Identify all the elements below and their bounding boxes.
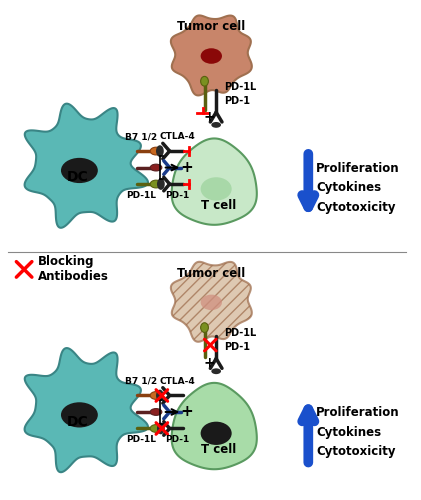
Ellipse shape xyxy=(61,402,98,427)
Text: PD-1L: PD-1L xyxy=(126,190,157,200)
Text: PD-1: PD-1 xyxy=(224,96,250,106)
Polygon shape xyxy=(24,348,148,472)
Text: CTLA-4: CTLA-4 xyxy=(160,377,195,386)
Text: Proliferation: Proliferation xyxy=(316,406,400,420)
Text: Blocking
Antibodies: Blocking Antibodies xyxy=(38,256,109,283)
Ellipse shape xyxy=(150,180,162,188)
Ellipse shape xyxy=(201,178,232,201)
Polygon shape xyxy=(171,16,252,96)
Text: +: + xyxy=(204,356,215,370)
Text: PD-1L: PD-1L xyxy=(224,328,256,338)
Text: PD-1: PD-1 xyxy=(165,190,189,200)
Polygon shape xyxy=(172,138,257,225)
Polygon shape xyxy=(24,104,148,228)
Text: CTLA-4: CTLA-4 xyxy=(160,132,195,141)
Ellipse shape xyxy=(156,390,164,402)
Text: PD-1: PD-1 xyxy=(224,342,250,352)
Text: +: + xyxy=(181,160,193,175)
Polygon shape xyxy=(171,262,252,342)
Ellipse shape xyxy=(201,76,208,86)
Text: Proliferation: Proliferation xyxy=(316,162,400,175)
Ellipse shape xyxy=(150,392,162,400)
Ellipse shape xyxy=(211,368,221,374)
Text: DC: DC xyxy=(67,170,88,184)
Text: T cell: T cell xyxy=(201,199,237,212)
Text: Tumor cell: Tumor cell xyxy=(177,267,245,280)
Text: Cytokines: Cytokines xyxy=(316,182,381,194)
Ellipse shape xyxy=(150,164,162,171)
Text: PD-1L: PD-1L xyxy=(224,82,256,92)
Text: B7 1/2: B7 1/2 xyxy=(125,377,157,386)
Text: B7 1/2: B7 1/2 xyxy=(125,132,157,141)
Text: T cell: T cell xyxy=(201,444,237,456)
Ellipse shape xyxy=(150,424,162,432)
Text: PD-1L: PD-1L xyxy=(126,435,157,444)
Ellipse shape xyxy=(156,145,164,157)
Ellipse shape xyxy=(150,408,162,416)
Text: DC: DC xyxy=(67,414,88,428)
Ellipse shape xyxy=(157,178,165,190)
Text: Cytokines: Cytokines xyxy=(316,426,381,439)
Text: PD-1: PD-1 xyxy=(165,435,189,444)
Ellipse shape xyxy=(61,158,98,183)
Text: +: + xyxy=(181,404,193,419)
Ellipse shape xyxy=(201,294,222,310)
Text: Cytotoxicity: Cytotoxicity xyxy=(316,445,396,458)
Ellipse shape xyxy=(211,122,221,128)
Text: +: + xyxy=(204,110,215,124)
Ellipse shape xyxy=(157,422,165,434)
Ellipse shape xyxy=(201,48,222,64)
Ellipse shape xyxy=(201,322,208,332)
Text: Cytotoxicity: Cytotoxicity xyxy=(316,201,396,214)
Ellipse shape xyxy=(201,422,232,445)
Ellipse shape xyxy=(150,147,162,155)
Text: Tumor cell: Tumor cell xyxy=(177,20,245,34)
Polygon shape xyxy=(172,383,257,469)
